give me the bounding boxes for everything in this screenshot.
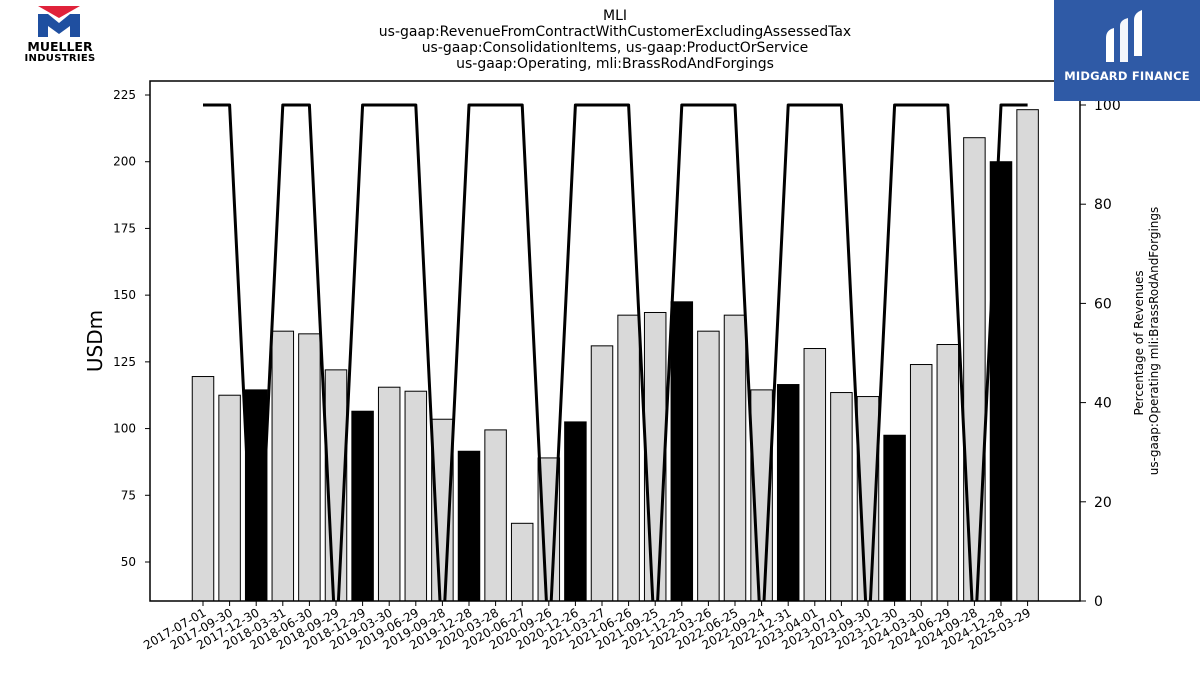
y2-axis-label: Percentage of Revenues us-gaap:Operating… (1132, 207, 1161, 476)
plot-frame (149, 80, 1081, 602)
y-axis-label: USDm (83, 310, 107, 372)
bar-2020-03-28 (484, 429, 507, 602)
y2-tick-label: 80 (1094, 197, 1112, 213)
bar-2020-06-27 (510, 522, 534, 602)
y2-axis-label-line1: Percentage of Revenues (1132, 270, 1146, 415)
y-tick-label: 150 (113, 288, 136, 302)
bar-2018-12-29 (351, 410, 374, 602)
bar-2018-06-30 (298, 333, 321, 602)
logo-line-1: MUELLER (27, 39, 93, 54)
y-tick-label: 125 (113, 355, 136, 369)
bar-2022-06-25 (723, 314, 747, 602)
bar-2024-06-29 (936, 344, 960, 602)
percentage-line-series (203, 103, 1028, 601)
bar-2018-03-31 (271, 330, 295, 602)
midgard-wordmark: MIDGARD FINANCE (1064, 69, 1190, 83)
y2-tick-label: 60 (1094, 296, 1112, 312)
bar-2017-07-01 (191, 376, 215, 602)
bar-2022-12-31 (776, 384, 800, 602)
y-tick-label: 50 (121, 555, 136, 569)
y2-axis-label-line2: us-gaap:Operating mli:BrassRodAndForging… (1147, 207, 1161, 476)
title-line-1: MLI (602, 8, 627, 24)
y2-tick-label: 20 (1094, 495, 1112, 511)
bar-2021-03-27 (590, 345, 614, 602)
bar-2023-07-01 (830, 392, 853, 602)
bar-2024-12-28 (989, 161, 1013, 602)
mueller-logo-icon (38, 6, 80, 37)
y-tick-label: 200 (113, 155, 136, 169)
chart-title: MLI us-gaap:RevenueFromContractWithCusto… (215, 8, 1015, 72)
x-axis: 2017-07-012017-09-302017-12-302018-03-31… (141, 601, 1033, 652)
y-tick-label: 100 (113, 422, 136, 436)
bar-series (191, 109, 1039, 602)
bar-2021-12-25 (670, 301, 694, 602)
y2-tick-label: 0 (1094, 594, 1103, 610)
bar-2024-09-28 (963, 137, 986, 602)
y-tick-label: 175 (113, 221, 136, 235)
y2-tick-label: 40 (1094, 396, 1112, 412)
bar-2021-06-26 (617, 314, 640, 602)
mueller-industries-logo: MUELLER INDUSTRIES (18, 6, 102, 66)
bar-2021-09-25 (643, 311, 667, 602)
bar-2022-03-26 (697, 330, 720, 602)
y-tick-label: 75 (121, 488, 136, 502)
bar-2025-03-29 (1016, 109, 1039, 602)
percentage-line (203, 103, 1028, 601)
midgard-finance-logo: MIDGARD FINANCE (1054, 0, 1200, 101)
y2-tick-label: 100 (1094, 98, 1121, 114)
logo-line-2: INDUSTRIES (24, 53, 96, 64)
title-line-2: us-gaap:RevenueFromContractWithCustomerE… (378, 24, 852, 40)
bar-2023-12-30 (883, 434, 906, 602)
bar-2020-12-26 (564, 421, 587, 602)
y-axis-left: 50 75 100 125 150 175 200 225 (113, 88, 150, 569)
midgard-logo-icon (1106, 10, 1142, 62)
y-tick-label: 225 (113, 88, 136, 102)
bar-2024-03-30 (909, 364, 933, 602)
bar-2019-03-30 (377, 386, 401, 602)
bar-2019-06-29 (404, 390, 428, 602)
title-line-3: us-gaap:ConsolidationItems, us-gaap:Prod… (421, 40, 809, 56)
bar-2023-04-01 (803, 348, 827, 602)
y-axis-right: 0 20 40 60 80 100 (1080, 98, 1121, 610)
title-line-4: us-gaap:Operating, mli:BrassRodAndForgin… (456, 56, 774, 72)
bar-2017-09-30 (218, 394, 241, 602)
bar-2019-12-28 (457, 450, 481, 602)
